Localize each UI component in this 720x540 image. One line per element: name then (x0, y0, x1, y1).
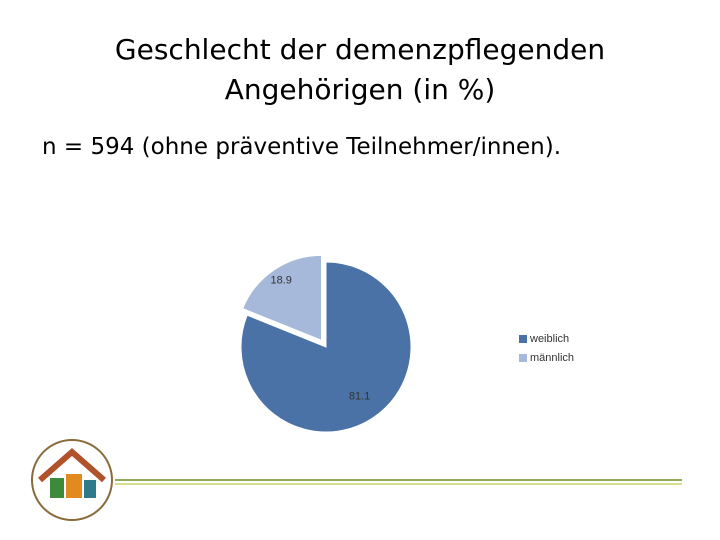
data-label: 18.9 (271, 275, 292, 287)
pie-slice (240, 261, 412, 433)
logo (31, 439, 113, 521)
legend-label: männlich (530, 352, 574, 364)
data-label: 81.1 (349, 391, 370, 403)
pie-slice (242, 254, 323, 342)
legend-swatch (519, 335, 527, 343)
legend-swatch (519, 354, 527, 362)
chart-title: Geschlecht der demenzpflegenden Angehöri… (114, 33, 606, 106)
legend-label: weiblich (529, 333, 569, 345)
chart-subtitle: n = 594 (ohne präventive Teilnehmer/inne… (42, 134, 562, 160)
